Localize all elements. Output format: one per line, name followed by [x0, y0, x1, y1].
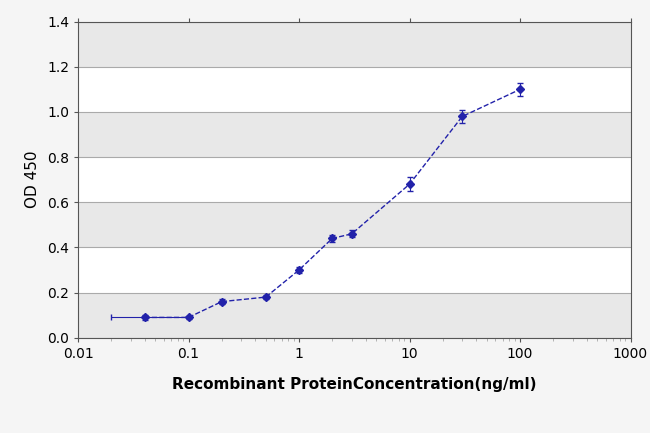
- Bar: [78, 22, 630, 67]
- Y-axis label: OD 450: OD 450: [25, 151, 40, 208]
- X-axis label: Recombinant ProteinConcentration(ng/ml): Recombinant ProteinConcentration(ng/ml): [172, 378, 536, 392]
- Bar: [78, 293, 630, 338]
- Bar: [78, 112, 630, 157]
- Bar: [78, 202, 630, 247]
